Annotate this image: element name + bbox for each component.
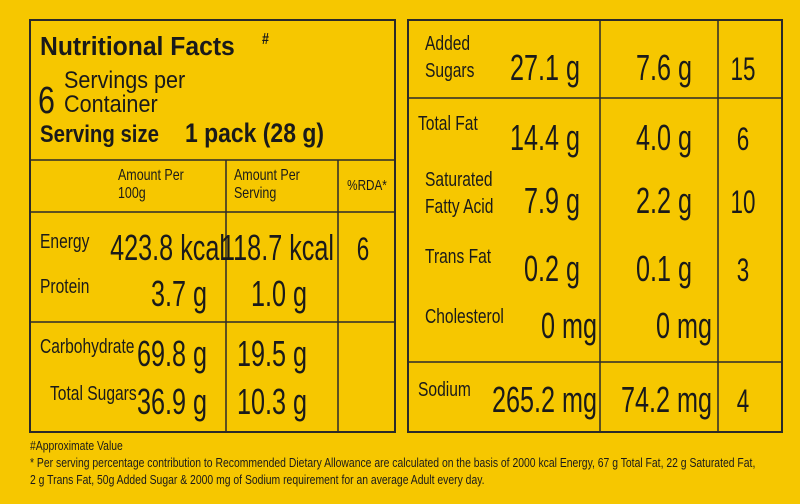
value-per-serving: 4.0 g	[636, 118, 692, 159]
column-header: Amount Per	[118, 167, 184, 185]
nutrient-name: Energy	[40, 230, 89, 252]
value-per-100g: 0 mg	[541, 306, 597, 347]
nutrient-name: Fatty Acid	[425, 195, 493, 217]
column-header: Amount Per	[234, 167, 300, 185]
value-per-100g: 14.4 g	[510, 118, 580, 159]
title: Nutritional Facts	[40, 32, 235, 61]
value-rda: 4	[737, 383, 749, 419]
footnote: #Approximate Value	[30, 439, 123, 453]
nutrient-name: Sugars	[425, 59, 474, 81]
footnote: * Per serving percentage contribution to…	[30, 456, 755, 470]
value-per-serving: 1.0 g	[251, 274, 307, 315]
value-per-100g: 69.8 g	[137, 334, 207, 375]
serving-size-value: 1 pack (28 g)	[185, 118, 324, 148]
title-mark: #	[262, 31, 269, 49]
servings-number: 6	[38, 80, 55, 122]
value-per-serving: 0.1 g	[636, 249, 692, 290]
value-per-serving: 118.7 kcal	[221, 228, 334, 269]
value-per-100g: 3.7 g	[151, 274, 207, 315]
value-per-100g: 7.9 g	[524, 181, 580, 222]
value-rda: 6	[737, 121, 749, 157]
servings-text: Container	[64, 90, 158, 117]
column-header: Serving	[234, 185, 276, 203]
right-panel	[407, 19, 783, 433]
servings-text: Servings per	[64, 66, 186, 93]
value-per-serving: 10.3 g	[237, 382, 307, 423]
serving-size-label: Serving size	[40, 120, 159, 147]
nutrient-name: Cholesterol	[425, 305, 504, 327]
nutrient-name: Sodium	[418, 378, 471, 400]
value-per-100g: 36.9 g	[137, 382, 207, 423]
value-rda: 15	[731, 51, 756, 87]
value-per-100g: 423.8 kcal	[110, 228, 225, 269]
nutrient-name: Total Sugars	[50, 382, 137, 404]
nutrient-name: Carbohydrate	[40, 335, 134, 357]
value-per-serving: 0 mg	[656, 306, 712, 347]
value-per-100g: 27.1 g	[510, 48, 580, 89]
column-header: 100g	[118, 185, 146, 203]
footnote: 2 g Trans Fat, 50g Added Sugar & 2000 mg…	[30, 473, 485, 487]
nutrient-name: Trans Fat	[425, 245, 491, 267]
value-rda: 10	[731, 184, 756, 220]
column-header: %RDA*	[347, 177, 387, 194]
value-per-serving: 7.6 g	[636, 48, 692, 89]
nutrient-name: Saturated	[425, 168, 493, 190]
value-per-serving: 2.2 g	[636, 181, 692, 222]
nutrient-name: Added	[425, 32, 470, 54]
value-per-serving: 74.2 mg	[621, 380, 712, 421]
nutrient-name: Protein	[40, 275, 89, 297]
left-panel	[29, 19, 396, 433]
value-per-serving: 19.5 g	[237, 334, 307, 375]
value-per-100g: 0.2 g	[524, 249, 580, 290]
value-per-100g: 265.2 mg	[492, 380, 597, 421]
value-rda: 3	[737, 252, 749, 288]
nutrient-name: Total Fat	[418, 112, 478, 134]
value-rda: 6	[357, 231, 369, 267]
